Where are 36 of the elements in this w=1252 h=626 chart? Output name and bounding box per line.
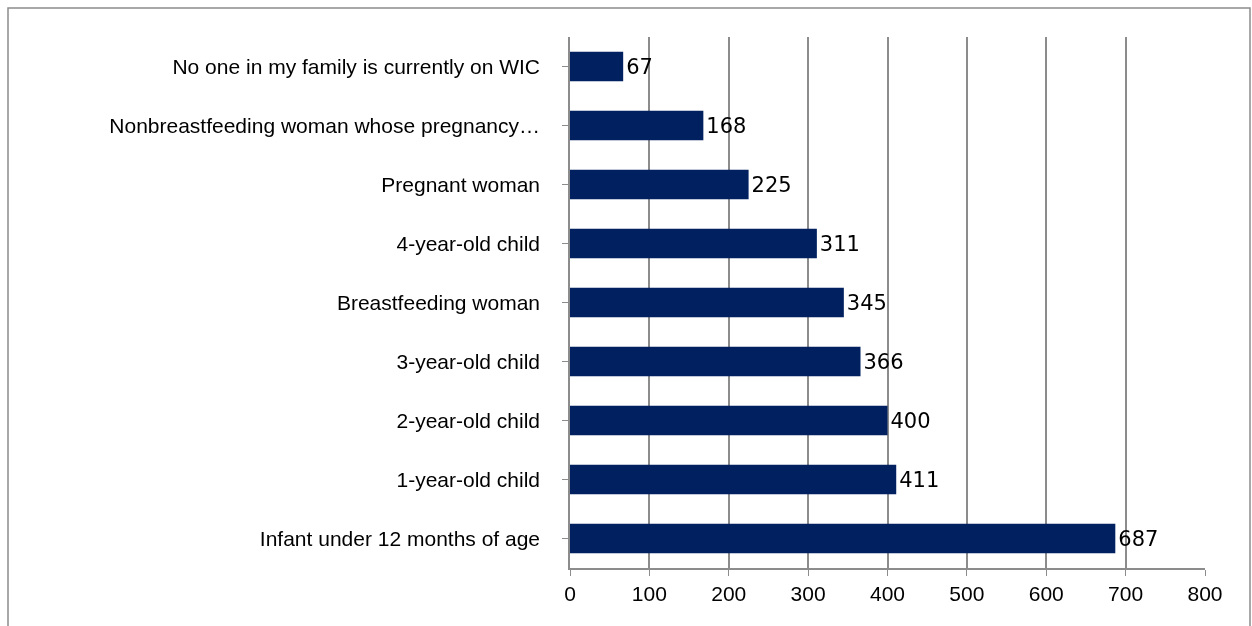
data-label: 687	[1118, 526, 1159, 551]
data-label: 168	[706, 113, 747, 138]
y-tick-label: 2-year-old child	[396, 408, 541, 432]
bar	[570, 346, 861, 377]
x-tick-label: 200	[711, 581, 747, 605]
y-tick-label: 4-year-old child	[396, 231, 541, 255]
y-tick-label: Infant under 12 months of age	[259, 526, 541, 550]
y-tick-label: Breastfeeding woman	[336, 290, 541, 314]
x-tick-label: 0	[564, 581, 576, 605]
data-label: 345	[846, 290, 887, 315]
x-tick-label: 400	[869, 581, 906, 605]
x-tick-label: 500	[949, 581, 985, 605]
data-label: 67	[626, 54, 653, 79]
data-label: 400	[890, 408, 931, 433]
data-label: 366	[863, 349, 904, 374]
bar	[570, 110, 704, 141]
data-label: 311	[819, 231, 860, 256]
y-tick-label: 1-year-old child	[396, 467, 541, 491]
x-tick-label: 100	[631, 581, 667, 605]
bar	[570, 51, 624, 82]
bar	[570, 405, 888, 436]
y-tick-label: Pregnant woman	[381, 172, 541, 196]
x-tick-label: 700	[1108, 581, 1144, 605]
bar	[570, 169, 749, 200]
data-label: 411	[899, 467, 940, 492]
x-tick-label: 300	[790, 581, 826, 605]
y-tick-label: 3-year-old child	[396, 349, 541, 373]
x-tick-label: 800	[1187, 581, 1223, 605]
y-tick-label: No one in my family is currently on WIC	[172, 54, 541, 78]
bar	[570, 228, 817, 259]
bar	[570, 287, 844, 318]
bar	[570, 464, 897, 495]
bar	[570, 523, 1116, 554]
x-tick-label: 600	[1028, 581, 1064, 605]
data-label: 225	[751, 172, 792, 197]
y-tick-label: Nonbreastfeeding woman whose pregnancy…	[109, 113, 541, 137]
